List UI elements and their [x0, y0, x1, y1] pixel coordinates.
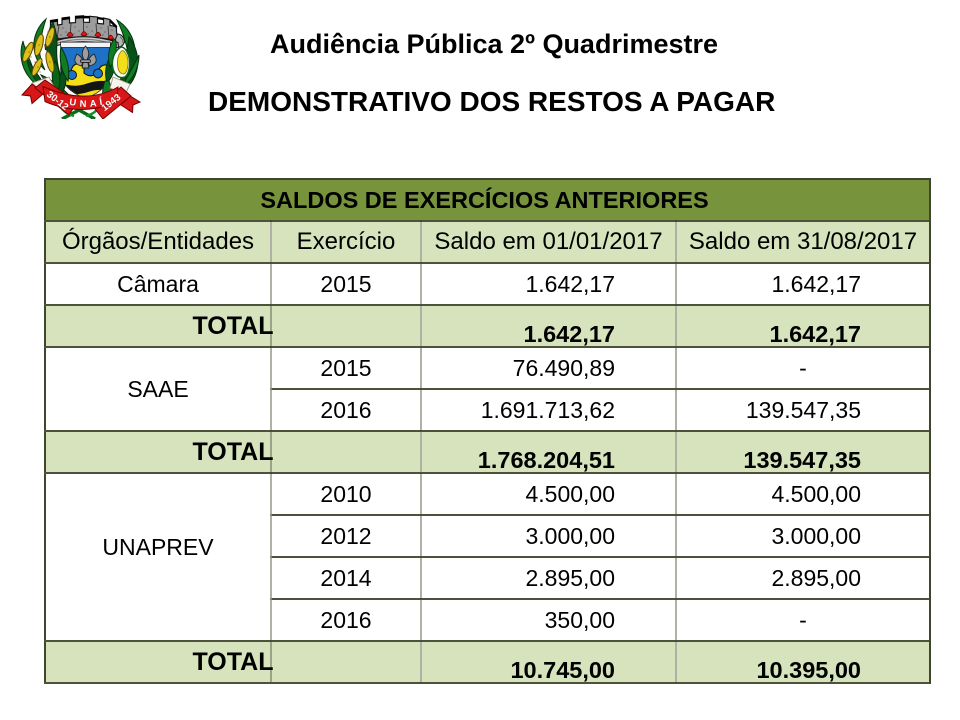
- svg-text:N: N: [79, 98, 87, 109]
- svg-text:U: U: [69, 96, 78, 108]
- svg-text:Í: Í: [99, 96, 104, 107]
- svg-text:A: A: [89, 97, 97, 108]
